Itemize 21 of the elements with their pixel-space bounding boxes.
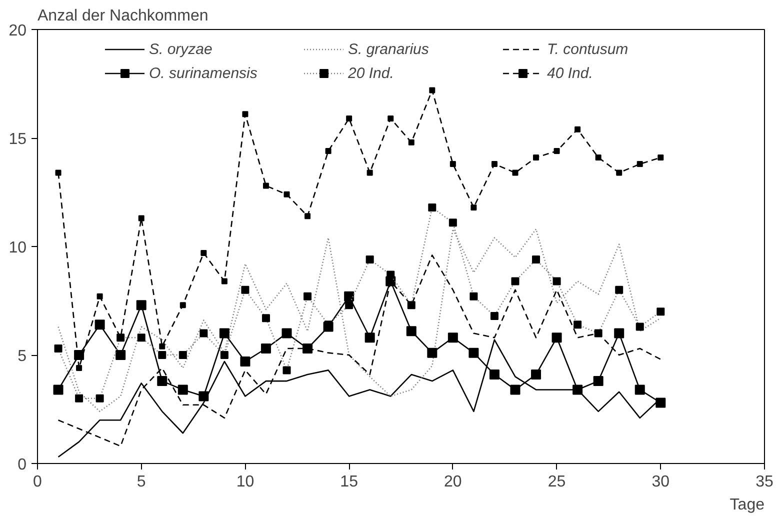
x-tick-label: 35 <box>756 474 774 490</box>
x-tick-label: 30 <box>652 474 670 490</box>
y-tick-label: 15 <box>8 131 27 148</box>
legend-label: S. granarius <box>348 40 430 58</box>
legend-label: T. contusum <box>547 40 630 58</box>
legend-label: S. oryzae <box>149 40 214 58</box>
y-tick-label: 0 <box>18 456 27 474</box>
x-tick-label: 0 <box>33 474 42 490</box>
y-tick-label: 5 <box>18 348 27 365</box>
x-tick-label: 10 <box>236 474 254 490</box>
legend-label: O. surinamensis <box>149 64 258 82</box>
y-tick-label: 20 <box>8 22 27 40</box>
y-tick-label: 10 <box>8 240 27 256</box>
x-tick-label: 25 <box>548 474 566 490</box>
legend-label: 40 Ind. <box>547 64 594 82</box>
x-axis-title: Tage <box>730 496 765 514</box>
x-tick-label: 20 <box>444 474 462 490</box>
x-tick-label: 15 <box>340 474 358 490</box>
legend-label: 20 Ind. <box>348 64 395 82</box>
x-tick-label: 5 <box>136 474 146 490</box>
y-axis-title: Anzal der Nachkommen <box>38 8 208 24</box>
